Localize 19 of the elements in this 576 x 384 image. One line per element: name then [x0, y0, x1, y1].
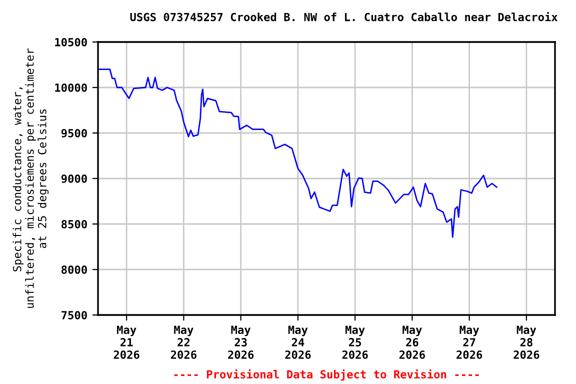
x-tick-label: May 24 2026 — [285, 326, 311, 359]
y-tick-label: 10500 — [55, 38, 87, 46]
y-tick-label: 10000 — [55, 83, 87, 92]
y-tick-label: 8000 — [62, 265, 87, 274]
x-tick-label: May 26 2026 — [399, 326, 425, 359]
x-tick-label: May 28 2026 — [514, 326, 540, 359]
y-tick-label: 7500 — [62, 310, 87, 320]
y-tick-label: 9000 — [61, 174, 87, 183]
chart-title: USGS 073745257 Crooked B. NW of L. Cuatro Caballo near Delacroix — [130, 12, 558, 22]
x-tick-label: May 27 2026 — [456, 326, 482, 359]
y-axis-title: Specific conductance, water, unfiltered, microsiemens per centimeter at 25 degrees Celsius — [12, 48, 49, 308]
y-tick-label: 8500 — [62, 220, 87, 228]
x-tick-label: May 21 2026 — [114, 326, 140, 359]
line-series — [98, 68, 498, 238]
y-tick-label: 9500 — [61, 128, 87, 138]
x-tick-label: May 22 2026 — [170, 326, 196, 359]
x-tick-label: May 23 2026 — [228, 326, 254, 359]
x-tick-label: May 25 2026 — [342, 326, 368, 359]
text: ---- Provisional Data Subject to Revision ---- — [174, 369, 479, 381]
